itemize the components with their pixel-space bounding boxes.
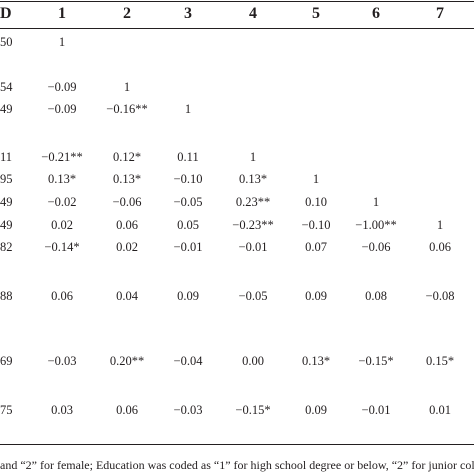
- correlation-cell: −0.16**: [106, 102, 148, 116]
- table-top-rule: [0, 1, 474, 2]
- correlation-cell: 0.00: [242, 354, 264, 368]
- correlation-cell: −0.01: [173, 240, 203, 254]
- correlation-cell: −0.10: [173, 172, 203, 186]
- correlation-cell: −0.01: [238, 240, 268, 254]
- header-col-7: 7: [436, 5, 444, 22]
- correlation-cell: 0.06: [116, 403, 138, 417]
- header-col-4: 4: [249, 5, 257, 22]
- sd-cell: 75: [0, 403, 13, 417]
- correlation-cell: 1: [312, 172, 320, 186]
- table-bottom-rule: [0, 444, 474, 445]
- correlation-cell: 0.06: [429, 240, 451, 254]
- correlation-cell: −0.06: [361, 240, 391, 254]
- correlation-cell: 0.09: [305, 403, 327, 417]
- correlation-cell: 1: [372, 195, 380, 209]
- correlation-cell: 0.06: [116, 218, 138, 232]
- header-col-3: 3: [184, 5, 192, 22]
- correlation-cell: 0.08: [365, 289, 387, 303]
- correlation-cell: −0.05: [173, 195, 203, 209]
- correlation-cell: 0.13*: [238, 172, 268, 186]
- correlation-cell: −0.02: [47, 195, 77, 209]
- correlation-cell: 0.02: [116, 240, 138, 254]
- correlation-cell: −1.00**: [355, 218, 397, 232]
- sd-cell: 49: [0, 195, 13, 209]
- sd-cell: 49: [0, 102, 13, 116]
- header-col-1: 1: [58, 5, 66, 22]
- correlation-cell: 0.06: [51, 289, 73, 303]
- table-header-rule: [0, 28, 474, 29]
- correlation-cell: 1: [184, 102, 192, 116]
- sd-cell: 69: [0, 354, 13, 368]
- table-footnote: and “2” for female; Education was coded …: [0, 458, 474, 472]
- correlation-cell: 0.09: [305, 289, 327, 303]
- correlation-cell: −0.09: [47, 102, 77, 116]
- correlation-cell: −0.08: [425, 289, 455, 303]
- correlation-cell: 0.23**: [235, 195, 271, 209]
- correlation-cell: 0.01: [429, 403, 451, 417]
- correlation-cell: 0.04: [116, 289, 138, 303]
- correlation-cell: −0.09: [47, 80, 77, 94]
- correlation-cell: 1: [123, 80, 131, 94]
- correlation-cell: 1: [249, 150, 257, 164]
- header-sd: D: [0, 5, 12, 22]
- correlation-cell: 0.11: [177, 150, 199, 164]
- correlation-cell: 0.10: [305, 195, 327, 209]
- correlation-cell: −0.01: [361, 403, 391, 417]
- correlation-cell: −0.14*: [44, 240, 80, 254]
- correlation-cell: 0.13*: [47, 172, 77, 186]
- correlation-cell: 0.20**: [109, 354, 145, 368]
- correlation-cell: 0.03: [51, 403, 73, 417]
- correlation-cell: −0.05: [238, 289, 268, 303]
- correlation-cell: −0.06: [112, 195, 142, 209]
- sd-cell: 95: [0, 172, 13, 186]
- correlation-cell: 0.07: [305, 240, 327, 254]
- correlation-cell: −0.15*: [358, 354, 394, 368]
- correlation-cell: −0.03: [173, 403, 203, 417]
- correlation-cell: 0.13*: [301, 354, 331, 368]
- correlation-cell: −0.03: [47, 354, 77, 368]
- header-col-5: 5: [312, 5, 320, 22]
- correlation-cell: 0.12*: [112, 150, 142, 164]
- correlation-cell: 1: [58, 35, 66, 49]
- correlation-cell: 0.13*: [112, 172, 142, 186]
- sd-cell: 88: [0, 289, 13, 303]
- sd-cell: 82: [0, 240, 13, 254]
- correlation-cell: 0.02: [51, 218, 73, 232]
- correlation-cell: −0.23**: [232, 218, 274, 232]
- header-col-6: 6: [372, 5, 380, 22]
- correlation-cell: 0.05: [177, 218, 199, 232]
- sd-cell: 54: [0, 80, 13, 94]
- sd-cell: 50: [0, 35, 13, 49]
- sd-cell: 49: [0, 218, 13, 232]
- correlation-cell: −0.10: [301, 218, 331, 232]
- header-col-2: 2: [123, 5, 131, 22]
- correlation-cell: 0.09: [177, 289, 199, 303]
- correlation-cell: −0.04: [173, 354, 203, 368]
- correlation-cell: −0.15*: [235, 403, 271, 417]
- correlation-cell: 0.15*: [425, 354, 455, 368]
- sd-cell: 11: [0, 150, 13, 164]
- correlation-cell: 1: [436, 218, 444, 232]
- correlation-cell: −0.21**: [41, 150, 83, 164]
